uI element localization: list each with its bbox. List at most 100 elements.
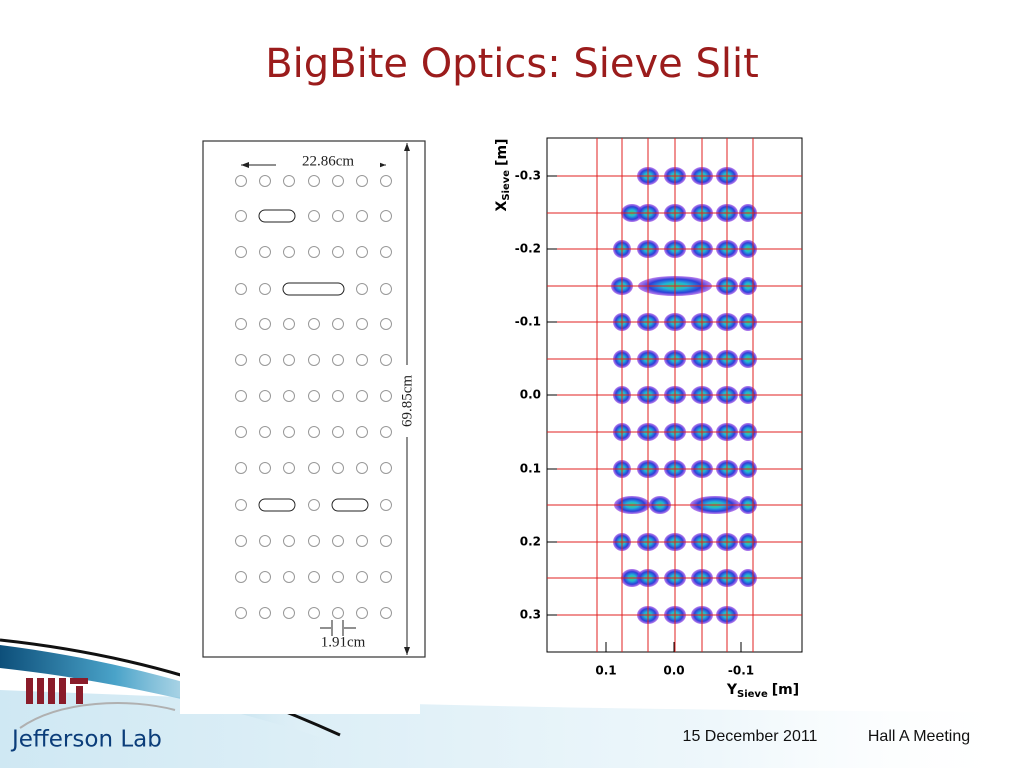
sieve-hole [356,426,368,438]
sieve-hole [283,426,295,438]
sieve-hole [332,210,344,222]
sieve-hole [356,175,368,187]
x-tick-label: 0.1 [595,664,616,678]
sieve-hole [380,462,392,474]
sieve-plot: XSieve[m] YSieve [m] -0.3-0.2-0.10.00.10.… [494,137,803,700]
sieve-hole [380,535,392,547]
sieve-hole [356,318,368,330]
label-main: Y [726,682,738,698]
sieve-hole [308,354,320,366]
sieve-hole [283,390,295,402]
sieve-hole [380,607,392,619]
sieve-hole [259,571,271,583]
sieve-hole [380,210,392,222]
sieve-hole [332,535,344,547]
sieve-hole [380,571,392,583]
sieve-hole [380,426,392,438]
sieve-hole [356,462,368,474]
sieve-hole [235,318,247,330]
sieve-hole [380,318,392,330]
sieve-hole [332,607,344,619]
sieve-hole [380,246,392,258]
sieve-hole [283,462,295,474]
sieve-hole [308,246,320,258]
y-tick-label: -0.2 [515,242,541,256]
y-tick-label: -0.1 [515,315,541,329]
sieve-hole [332,390,344,402]
hole-spacing-label: 1.91cm [321,634,366,650]
sieve-hole [259,426,271,438]
sieve-hole [356,246,368,258]
sieve-hole [283,318,295,330]
sieve-hole [380,283,392,295]
footer-date: 15 December 2011 [683,728,818,745]
sieve-hole [356,607,368,619]
sieve-hole [308,426,320,438]
sieve-hole [259,607,271,619]
sieve-hole [332,318,344,330]
sieve-hole [332,571,344,583]
sieve-hole [308,607,320,619]
sieve-hole [259,535,271,547]
sieve-hole [356,390,368,402]
label-sub: Sieve [501,170,512,201]
sieve-slot [258,498,296,512]
sieve-hole [235,499,247,511]
sieve-hole [235,390,247,402]
y-tick-label: 0.1 [520,462,541,476]
sieve-hole [308,390,320,402]
sieve-hole [259,246,271,258]
sieve-slot [282,282,345,296]
sieve-hole [235,607,247,619]
sieve-slot [331,498,369,512]
sieve-hole [283,354,295,366]
sieve-hole [380,499,392,511]
label-sub: Sieve [737,689,768,700]
sieve-hole [259,354,271,366]
sieve-hole [259,462,271,474]
y-tick-label: 0.3 [520,608,541,622]
sieve-hole [259,318,271,330]
sieve-hole [283,535,295,547]
sieve-hole [283,571,295,583]
sieve-hole [356,535,368,547]
sieve-hole [283,607,295,619]
sieve-hole [308,318,320,330]
sieve-hole [235,246,247,258]
sieve-hole [308,571,320,583]
height-label: 69.85cm [399,375,415,427]
x-tick-label: 0.0 [663,664,684,678]
sieve-hole [380,175,392,187]
sieve-hole [259,283,271,295]
x-axis-label: YSieve [m] [726,682,799,700]
sieve-hole [235,571,247,583]
sieve-hole [356,283,368,295]
sieve-hole [259,390,271,402]
sieve-hole [235,426,247,438]
sieve-hole [380,390,392,402]
logo-orbit [19,702,176,729]
mit-logo [26,678,88,704]
sieve-hole [283,175,295,187]
y-axis-label: XSieve [m] [494,139,512,212]
sieve-hole [356,354,368,366]
sieve-hole [308,210,320,222]
sieve-hole [235,354,247,366]
label-main: X [494,200,510,211]
sieve-hole [332,462,344,474]
sieve-hole [356,210,368,222]
slide-title: BigBite Optics: Sieve Slit [265,41,759,87]
sieve-hole [356,571,368,583]
y-tick-label: -0.3 [515,169,541,183]
sieve-hole [380,354,392,366]
sieve-hole [308,462,320,474]
sieve-hole [308,535,320,547]
label-unit: [m] [772,682,799,698]
sieve-hole [235,535,247,547]
x-tick-label: -0.1 [728,664,754,678]
sieve-hole [235,283,247,295]
y-tick-label: 0.0 [520,388,541,402]
sieve-hole [332,354,344,366]
footer-meeting: Hall A Meeting [868,728,970,745]
